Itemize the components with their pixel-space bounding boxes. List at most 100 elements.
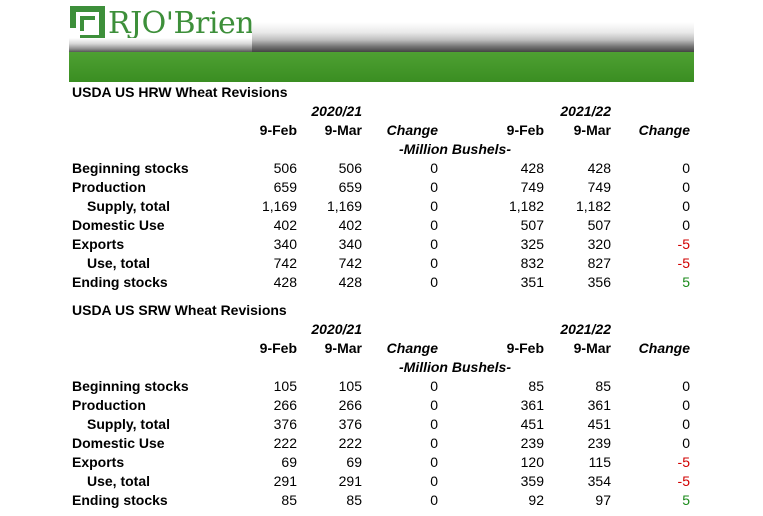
row-label: Ending stocks [72, 274, 168, 290]
table-cell: 5 [682, 492, 690, 508]
table-cell: 1,182 [575, 198, 611, 214]
table-cell: 742 [338, 255, 362, 271]
unit-label: -Million Bushels- [399, 359, 511, 375]
table-cell: 832 [520, 255, 544, 271]
column-header: 9-Feb [506, 340, 544, 356]
table-row: Ending stocks 428 428 0 351 356 5 [0, 273, 763, 292]
table-cell: 105 [273, 378, 297, 394]
header-green-bar [69, 52, 694, 82]
table-cell: 506 [273, 160, 297, 176]
table-cell: 0 [430, 378, 438, 394]
table-cell: -5 [677, 236, 690, 252]
table-cell: 1,182 [508, 198, 544, 214]
table-title-row: USDA US HRW Wheat Revisions [0, 83, 763, 102]
unit-row: -Million Bushels- [0, 358, 763, 377]
table-cell: 0 [430, 198, 438, 214]
table-row: Domestic Use 222 222 0 239 239 0 [0, 434, 763, 453]
table-cell: 428 [273, 274, 297, 290]
table-cell: 85 [281, 492, 297, 508]
table-cell: 506 [338, 160, 362, 176]
unit-row: -Million Bushels- [0, 140, 763, 159]
table-cell: 507 [520, 217, 544, 233]
table-cell: 320 [587, 236, 611, 252]
table-cell: 354 [587, 473, 611, 489]
table-row: Use, total 742 742 0 832 827 -5 [0, 254, 763, 273]
table-row: Domestic Use 402 402 0 507 507 0 [0, 216, 763, 235]
table-cell: 115 [588, 454, 611, 470]
header-gradient-left [69, 38, 252, 52]
brand-name: RJO'Brien [108, 6, 255, 41]
table-cell: 659 [273, 179, 297, 195]
table-cell: 0 [430, 435, 438, 451]
column-header: 9-Feb [259, 340, 297, 356]
table-cell: -5 [677, 473, 690, 489]
table-cell: 0 [682, 416, 690, 432]
table-cell: 97 [595, 492, 611, 508]
table-title-row: USDA US SRW Wheat Revisions [0, 301, 763, 320]
table-cell: 0 [682, 179, 690, 195]
table-cell: 105 [338, 378, 362, 394]
table-cell: 659 [338, 179, 362, 195]
table-cell: 0 [430, 397, 438, 413]
row-label: Production [72, 397, 146, 413]
table-cell: 376 [338, 416, 362, 432]
table-cell: 356 [587, 274, 611, 290]
table-cell: 239 [587, 435, 611, 451]
column-header-row: 9-Feb 9-Mar Change 9-Feb 9-Mar Change [0, 121, 763, 140]
table-cell: 1,169 [326, 198, 362, 214]
table-cell: 0 [430, 160, 438, 176]
table-cell: 0 [430, 492, 438, 508]
table-cell: 0 [430, 236, 438, 252]
year-label: 2021/22 [560, 103, 611, 119]
table-cell: 340 [338, 236, 362, 252]
table-cell: 428 [520, 160, 544, 176]
table-cell: 0 [682, 198, 690, 214]
row-label: Exports [72, 236, 125, 252]
table-cell: 340 [273, 236, 297, 252]
year-label: 2021/22 [560, 321, 611, 337]
header-gradient [252, 22, 694, 52]
table-cell: 92 [528, 492, 544, 508]
table-cell: 0 [430, 274, 438, 290]
row-label: Domestic Use [72, 435, 165, 451]
column-header: 9-Feb [259, 122, 297, 138]
table-cell: 222 [273, 435, 297, 451]
row-label: Exports [72, 454, 125, 470]
column-header: 9-Mar [573, 340, 611, 356]
table-cell: 5 [682, 274, 690, 290]
column-header: 9-Mar [324, 122, 362, 138]
row-label: Domestic Use [72, 217, 165, 233]
table-row: Exports 340 340 0 325 320 -5 [0, 235, 763, 254]
table-cell: 325 [520, 236, 544, 252]
table-cell: 85 [528, 378, 544, 394]
year-label: 2020/21 [311, 103, 362, 119]
table-cell: 69 [346, 454, 362, 470]
table-cell: -5 [677, 255, 690, 271]
table-cell: 376 [273, 416, 297, 432]
table-cell: 742 [273, 255, 297, 271]
table-row: Ending stocks 85 85 0 92 97 5 [0, 491, 763, 510]
row-label: Supply, total [87, 416, 170, 432]
column-header: 9-Mar [573, 122, 611, 138]
logo-mark-icon [70, 6, 105, 41]
table-cell: 69 [281, 454, 297, 470]
table-row: Beginning stocks 506 506 0 428 428 0 [0, 159, 763, 178]
table-cell: 451 [587, 416, 611, 432]
table-row: Supply, total 376 376 0 451 451 0 [0, 415, 763, 434]
table-cell: 291 [338, 473, 362, 489]
year-header-row: 2020/21 2021/22 [0, 102, 763, 121]
row-label: Beginning stocks [72, 378, 189, 394]
table-cell: 0 [682, 217, 690, 233]
column-header: 9-Mar [324, 340, 362, 356]
year-header-row: 2020/21 2021/22 [0, 320, 763, 339]
unit-label: -Million Bushels- [399, 141, 511, 157]
table-cell: 266 [273, 397, 297, 413]
table-cell: 351 [520, 274, 544, 290]
table-cell: 239 [520, 435, 544, 451]
table-cell: 0 [682, 378, 690, 394]
column-header: Change [638, 340, 690, 356]
table-title: USDA US SRW Wheat Revisions [72, 302, 287, 318]
row-label: Use, total [87, 255, 151, 271]
column-header: Change [386, 340, 438, 356]
table-cell: 85 [346, 492, 362, 508]
